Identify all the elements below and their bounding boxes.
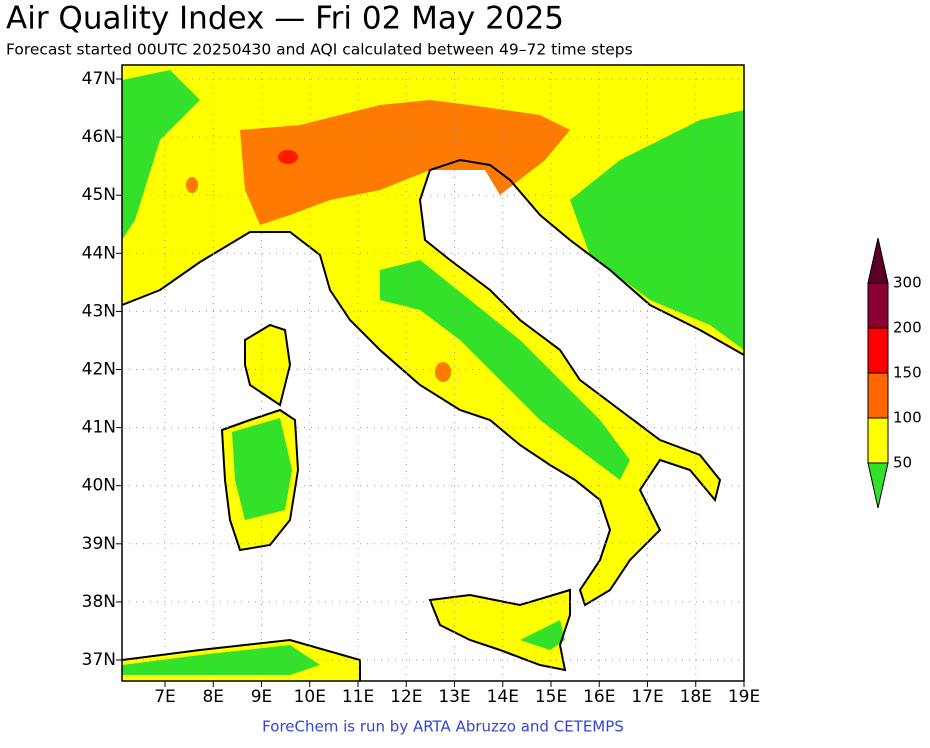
lon-label: 11E (342, 687, 374, 707)
lat-label: 46N (82, 127, 116, 147)
colorbar-bin (867, 372, 889, 419)
lon-label: 19E (728, 687, 760, 707)
lat-label: 43N (82, 301, 116, 321)
lon-label: 9E (251, 687, 273, 707)
lon-label: 10E (294, 687, 326, 707)
colorbar-label: 300 (893, 274, 922, 292)
lon-label: 12E (390, 687, 422, 707)
colorbar-label: 50 (893, 454, 912, 472)
map-frame (121, 64, 745, 682)
lon-label: 14E (487, 687, 519, 707)
title: Air Quality Index — Fri 02 May 2025 (6, 1, 564, 37)
lat-label: 38N (82, 592, 116, 612)
lon-label: 18E (680, 687, 712, 707)
lat-label: 42N (82, 360, 116, 380)
lon-label: 7E (154, 687, 176, 707)
colorbar-bin (867, 327, 889, 374)
colorbar-label: 200 (893, 319, 922, 337)
lat-label: 44N (82, 243, 116, 263)
footer: ForeChem is run by ARTA Abruzzo and CETE… (262, 718, 624, 736)
colorbar-label: 100 (893, 409, 922, 427)
colorbar-max (867, 237, 889, 284)
coastline (121, 158, 745, 681)
lon-label: 16E (583, 687, 615, 707)
map (121, 64, 745, 682)
colorbar-bin (867, 282, 889, 329)
aqi-unhealthy-sensitive (186, 100, 570, 382)
lon-label: 13E (438, 687, 470, 707)
colorbar: 300 200 150 100 50 (867, 237, 922, 509)
graticule (122, 65, 745, 681)
aqi-good (122, 70, 744, 675)
colorbar-min (867, 462, 889, 509)
lon-label: 15E (535, 687, 567, 707)
lon-label: 17E (631, 687, 663, 707)
lat-label: 41N (82, 418, 116, 438)
lat-label: 40N (82, 476, 116, 496)
colorbar-bin (867, 417, 889, 464)
lat-label: 47N (82, 69, 116, 89)
aqi-unhealthy (278, 150, 298, 164)
colorbar-label: 150 (893, 364, 922, 382)
subtitle: Forecast started 00UTC 20250430 and AQI … (6, 41, 633, 59)
lat-label: 37N (82, 650, 116, 670)
lat-label: 45N (82, 185, 116, 205)
lon-label: 8E (202, 687, 224, 707)
lat-label: 39N (82, 534, 116, 554)
